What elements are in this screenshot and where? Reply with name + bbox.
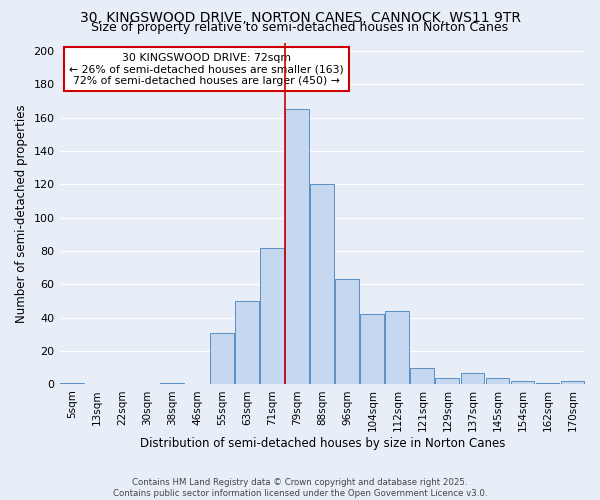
Bar	[335, 280, 359, 384]
Text: Contains HM Land Registry data © Crown copyright and database right 2025.
Contai: Contains HM Land Registry data © Crown c…	[113, 478, 487, 498]
Bar	[310, 184, 334, 384]
Bar	[235, 301, 259, 384]
Bar	[210, 332, 234, 384]
Bar	[436, 378, 459, 384]
Bar	[260, 248, 284, 384]
Text: 30, KINGSWOOD DRIVE, NORTON CANES, CANNOCK, WS11 9TR: 30, KINGSWOOD DRIVE, NORTON CANES, CANNO…	[79, 11, 521, 25]
X-axis label: Distribution of semi-detached houses by size in Norton Canes: Distribution of semi-detached houses by …	[140, 437, 505, 450]
Y-axis label: Number of semi-detached properties: Number of semi-detached properties	[15, 104, 28, 323]
Bar	[160, 383, 184, 384]
Bar	[461, 373, 484, 384]
Bar	[286, 109, 309, 384]
Text: 30 KINGSWOOD DRIVE: 72sqm
← 26% of semi-detached houses are smaller (163)
72% of: 30 KINGSWOOD DRIVE: 72sqm ← 26% of semi-…	[69, 53, 344, 86]
Bar	[410, 368, 434, 384]
Bar	[560, 381, 584, 384]
Bar	[511, 381, 535, 384]
Bar	[361, 314, 384, 384]
Bar	[385, 311, 409, 384]
Bar	[485, 378, 509, 384]
Bar	[536, 383, 559, 384]
Text: Size of property relative to semi-detached houses in Norton Canes: Size of property relative to semi-detach…	[91, 21, 509, 34]
Bar	[60, 383, 84, 384]
